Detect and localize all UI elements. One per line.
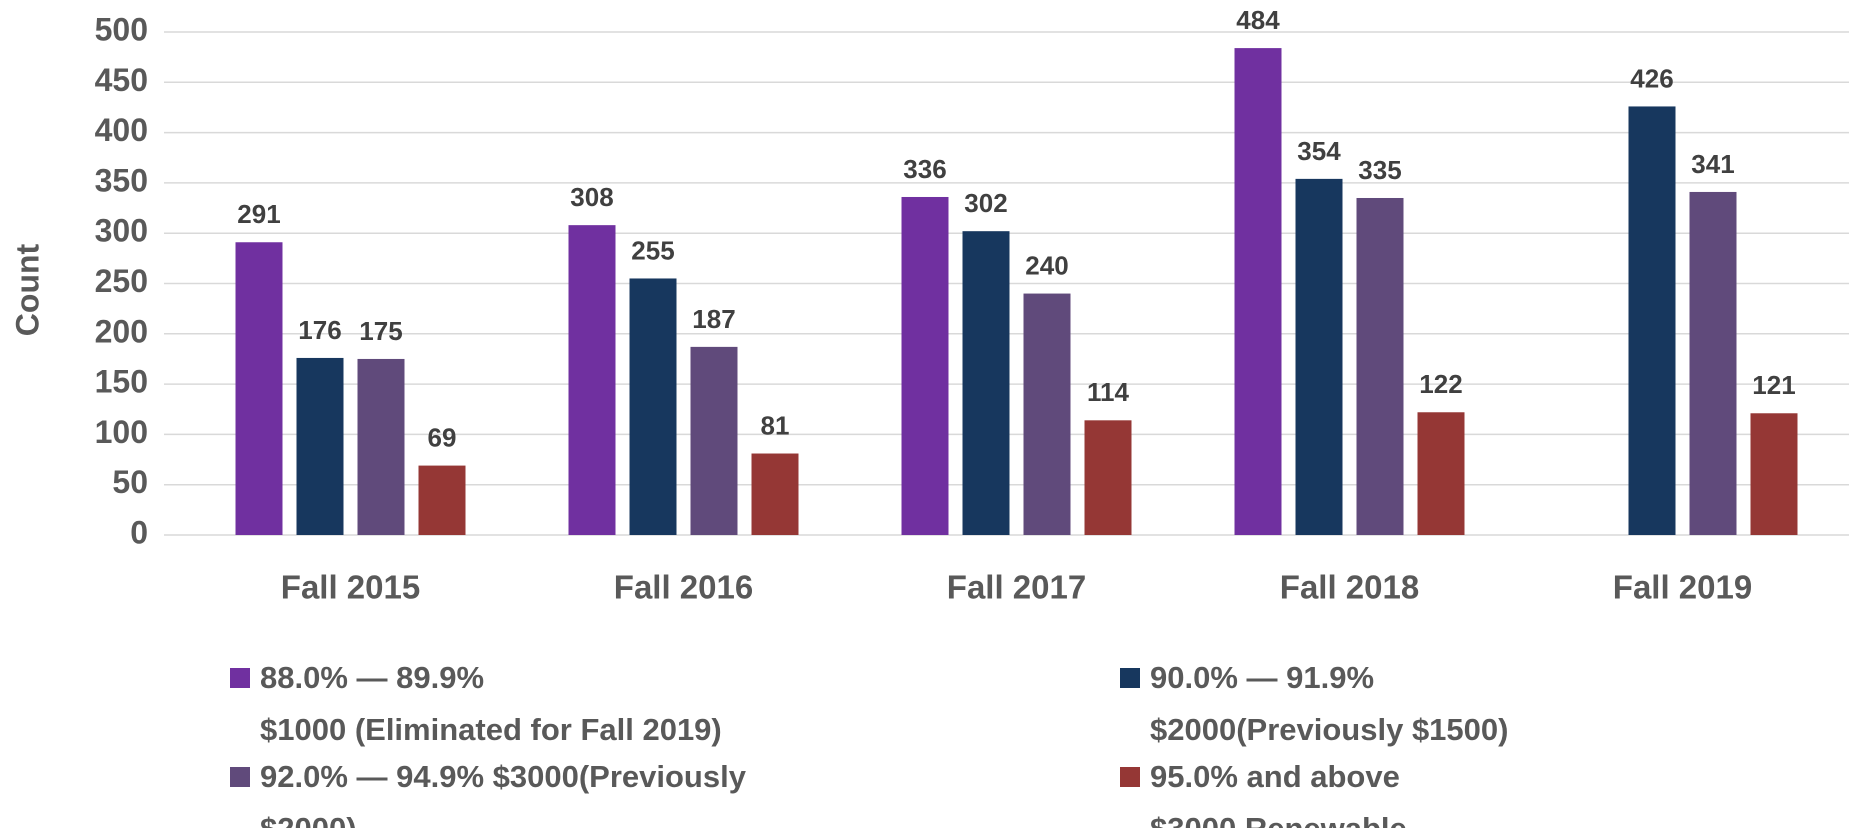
data-label: 308 <box>570 182 613 212</box>
y-tick-label: 0 <box>130 514 148 550</box>
bar <box>1084 420 1132 535</box>
legend-item: 92.0% — 94.9% $3000(Previously $2000) <box>230 751 746 828</box>
data-label: 187 <box>692 304 735 334</box>
data-label: 121 <box>1752 370 1795 400</box>
legend-swatch <box>230 767 250 787</box>
data-label: 291 <box>237 199 280 229</box>
y-tick-label: 250 <box>95 263 148 299</box>
bar <box>568 225 616 536</box>
data-label: 484 <box>1236 5 1280 35</box>
y-tick-label: 150 <box>95 364 148 400</box>
bar <box>629 278 677 535</box>
legend-item: 95.0% and above $3000 Renewable <box>1120 751 1407 828</box>
bar <box>690 346 738 535</box>
bar <box>962 231 1010 536</box>
data-label: 122 <box>1419 369 1462 399</box>
bar <box>1023 293 1071 535</box>
data-label: 335 <box>1358 155 1401 185</box>
y-tick-label: 100 <box>95 414 148 450</box>
bar <box>418 465 466 535</box>
data-label: 354 <box>1297 136 1341 166</box>
bar <box>901 196 949 535</box>
y-axis-label: Count <box>9 243 45 336</box>
bar <box>296 357 344 535</box>
bar <box>751 453 799 535</box>
bar <box>1417 412 1465 535</box>
x-tick-label: Fall 2015 <box>281 569 420 606</box>
x-tick-label: Fall 2019 <box>1613 569 1752 606</box>
legend-label: 88.0% — 89.9% $1000 (Eliminated for Fall… <box>260 660 722 747</box>
legend-swatch <box>1120 668 1140 688</box>
bar <box>1689 191 1737 536</box>
bar <box>1750 413 1798 535</box>
data-label: 336 <box>903 154 946 184</box>
data-label: 240 <box>1025 250 1068 280</box>
legend-item: 90.0% — 91.9% $2000(Previously $1500) <box>1120 652 1508 756</box>
y-tick-label: 300 <box>95 213 148 249</box>
y-tick-label: 350 <box>95 162 148 198</box>
data-label: 302 <box>964 188 1007 218</box>
legend-label: 95.0% and above $3000 Renewable <box>1150 759 1407 828</box>
bar <box>1356 197 1404 536</box>
legend-label: 90.0% — 91.9% $2000(Previously $1500) <box>1150 660 1509 747</box>
legend-swatch <box>230 668 250 688</box>
y-tick-label: 200 <box>95 313 148 349</box>
bar <box>1234 48 1282 535</box>
x-tick-label: Fall 2016 <box>614 569 753 606</box>
legend-item: 88.0% — 89.9% $1000 (Eliminated for Fall… <box>230 652 722 756</box>
bar <box>1295 178 1343 535</box>
data-label: 81 <box>761 410 790 440</box>
data-label: 341 <box>1691 149 1734 179</box>
data-label: 426 <box>1630 63 1673 93</box>
y-tick-label: 400 <box>95 112 148 148</box>
bar <box>1628 106 1676 535</box>
y-tick-label: 450 <box>95 62 148 98</box>
data-label: 114 <box>1087 377 1129 407</box>
data-label: 176 <box>298 315 341 345</box>
data-label: 255 <box>631 235 674 265</box>
legend-swatch <box>1120 767 1140 787</box>
y-tick-label: 50 <box>112 464 148 500</box>
data-label: 69 <box>428 422 457 452</box>
bar <box>235 242 283 535</box>
legend-label: 92.0% — 94.9% $3000(Previously $2000) <box>260 759 746 828</box>
x-tick-label: Fall 2017 <box>947 569 1086 606</box>
y-tick-label: 500 <box>95 11 148 47</box>
data-label: 175 <box>359 316 402 346</box>
bar <box>357 358 405 535</box>
x-tick-label: Fall 2018 <box>1280 569 1419 606</box>
